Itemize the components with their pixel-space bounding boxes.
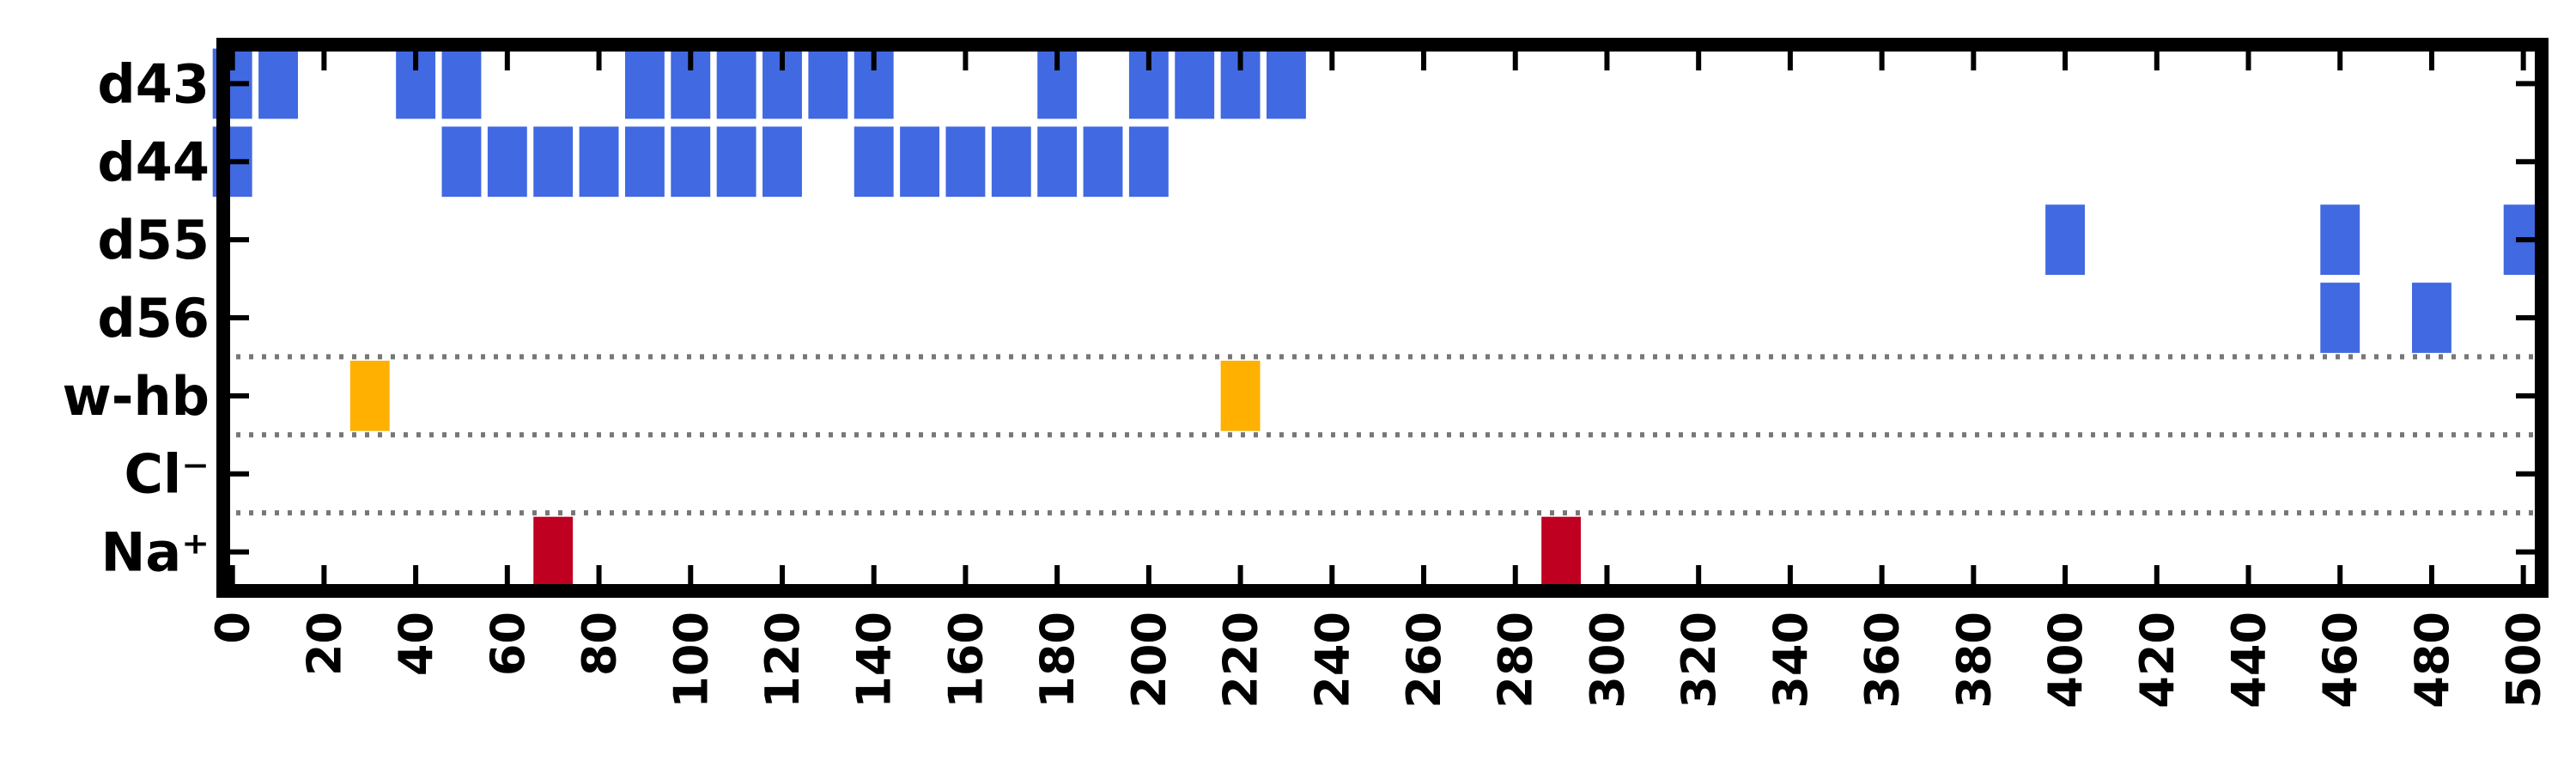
cell-1-14 bbox=[1083, 126, 1123, 198]
row-label-5: Cl⁻ bbox=[125, 443, 210, 506]
cell-1-9 bbox=[854, 126, 894, 198]
x-tick-label-16: 320 bbox=[1672, 612, 1726, 709]
x-tick-label-7: 140 bbox=[848, 612, 902, 709]
cell-1-13 bbox=[1037, 126, 1078, 198]
x-tick-label-3: 60 bbox=[481, 612, 535, 676]
row-label-0: d43 bbox=[97, 52, 210, 115]
row-label-6: Na⁺ bbox=[101, 521, 210, 584]
x-tick-label-12: 240 bbox=[1305, 612, 1359, 709]
cell-0-4 bbox=[624, 48, 665, 119]
cell-4-1 bbox=[1220, 360, 1261, 431]
cell-4-0 bbox=[349, 360, 390, 431]
cell-3-1 bbox=[2411, 283, 2451, 353]
x-tick-label-2: 40 bbox=[389, 612, 443, 676]
x-tick-label-6: 120 bbox=[756, 612, 810, 709]
x-tick-label-15: 300 bbox=[1580, 612, 1634, 709]
x-tick-labels: 0 20 40 60 80 100 120 140 160 180 200 220 240 260 280 3… bbox=[206, 612, 2551, 709]
cell-0-3 bbox=[441, 48, 482, 119]
x-tick-label-19: 380 bbox=[1947, 612, 2001, 709]
row-label-4: w-hb bbox=[62, 365, 210, 428]
cell-0-14 bbox=[1267, 48, 1306, 119]
x-tick-label-11: 220 bbox=[1214, 612, 1268, 709]
cell-6-1 bbox=[1541, 516, 1582, 587]
cell-0-6 bbox=[716, 48, 756, 119]
plot-frame bbox=[216, 38, 2549, 598]
cell-0-8 bbox=[808, 48, 848, 119]
cell-2-1 bbox=[2320, 204, 2360, 276]
row-label-1: d44 bbox=[97, 131, 210, 193]
x-tick-label-0: 0 bbox=[206, 612, 260, 644]
x-tick-label-21: 420 bbox=[2130, 612, 2184, 709]
cell-1-2 bbox=[487, 126, 527, 198]
x-tick-label-25: 500 bbox=[2497, 612, 2551, 709]
x-tick-label-8: 160 bbox=[939, 612, 993, 709]
cell-1-10 bbox=[900, 126, 940, 198]
x-tick-label-10: 200 bbox=[1122, 612, 1176, 709]
cell-1-15 bbox=[1128, 126, 1169, 198]
cell-1-1 bbox=[441, 126, 482, 198]
x-tick-label-20: 400 bbox=[2038, 612, 2093, 709]
cell-6-0 bbox=[533, 516, 574, 587]
cell-1-11 bbox=[945, 126, 986, 198]
cell-1-5 bbox=[624, 126, 665, 198]
x-tick-label-5: 100 bbox=[664, 612, 718, 709]
cell-1-8 bbox=[762, 126, 802, 198]
row-labels: d43 d44 d55 d56 w-hb Cl⁻ Na⁺ bbox=[62, 52, 210, 583]
x-tick-label-17: 340 bbox=[1764, 612, 1818, 709]
cell-1-12 bbox=[991, 126, 1031, 198]
row-label-3: d56 bbox=[97, 287, 210, 350]
x-tick-label-24: 480 bbox=[2405, 612, 2459, 709]
cell-1-4 bbox=[579, 126, 619, 198]
cell-0-1 bbox=[258, 48, 298, 119]
x-tick-label-4: 80 bbox=[573, 612, 627, 676]
x-tick-label-13: 260 bbox=[1397, 612, 1451, 709]
x-tick-label-18: 360 bbox=[1856, 612, 1910, 709]
cell-1-3 bbox=[533, 126, 574, 198]
x-tick-label-23: 460 bbox=[2313, 612, 2367, 709]
group-separators bbox=[223, 354, 2542, 516]
cell-3-0 bbox=[2320, 283, 2360, 353]
x-tick-label-9: 180 bbox=[1030, 612, 1084, 709]
x-tick-label-1: 20 bbox=[297, 612, 351, 676]
x-tick-label-14: 280 bbox=[1489, 612, 1543, 709]
cell-0-12 bbox=[1175, 48, 1215, 119]
row-label-2: d55 bbox=[97, 209, 210, 271]
cell-1-6 bbox=[671, 126, 711, 198]
cell-2-0 bbox=[2045, 204, 2086, 276]
cell-1-7 bbox=[716, 126, 756, 198]
x-tick-label-22: 440 bbox=[2221, 612, 2275, 709]
chart-marks bbox=[212, 48, 2543, 587]
